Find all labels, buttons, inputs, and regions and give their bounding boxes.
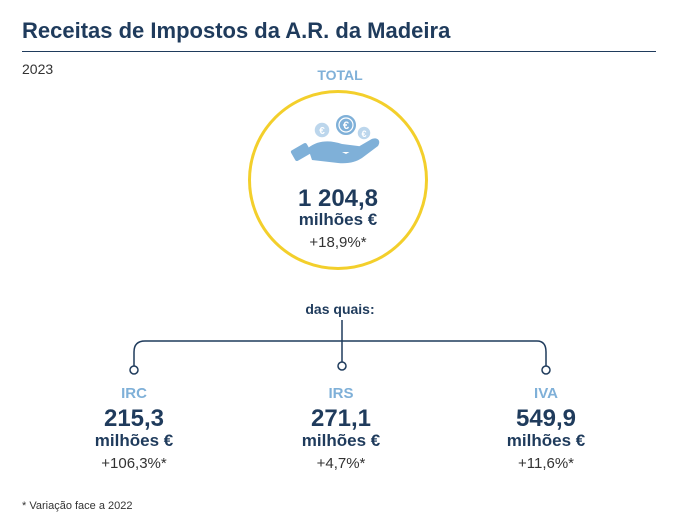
hand-coins-euro-icon: € € €: [290, 113, 380, 164]
total-value: 1 204,8: [297, 185, 379, 212]
item-label-irs: IRS: [328, 385, 354, 402]
item-value-irc: 215,3: [103, 405, 165, 432]
item-unit-irs: milhões €: [301, 431, 381, 450]
connector-label: das quais:: [305, 301, 375, 317]
item-unit-iva: milhões €: [506, 431, 586, 450]
footnote: * Variação face a 2022: [22, 500, 133, 512]
total-variation: +18,9%*: [309, 234, 367, 251]
item-label-irc: IRC: [121, 385, 147, 402]
total-circle: [248, 90, 428, 270]
item-variation-irc: +106,3%*: [101, 455, 167, 472]
svg-text:€: €: [361, 129, 366, 139]
chart-title: Receitas de Impostos da A.R. da Madeira: [22, 18, 451, 43]
item-variation-irs: +4,7%*: [316, 455, 366, 472]
total-label: TOTAL: [317, 67, 363, 83]
svg-text:€: €: [319, 126, 325, 137]
item-label-iva: IVA: [534, 385, 558, 402]
item-unit-irc: milhões €: [94, 431, 174, 450]
item-value-iva: 549,9: [515, 405, 577, 432]
item-value-irs: 271,1: [310, 405, 372, 432]
item-variation-iva: +11,6%*: [517, 455, 574, 472]
total-unit: milhões €: [298, 210, 378, 229]
svg-text:€: €: [343, 120, 349, 132]
title-divider: [22, 51, 656, 52]
year-label: 2023: [22, 61, 54, 77]
